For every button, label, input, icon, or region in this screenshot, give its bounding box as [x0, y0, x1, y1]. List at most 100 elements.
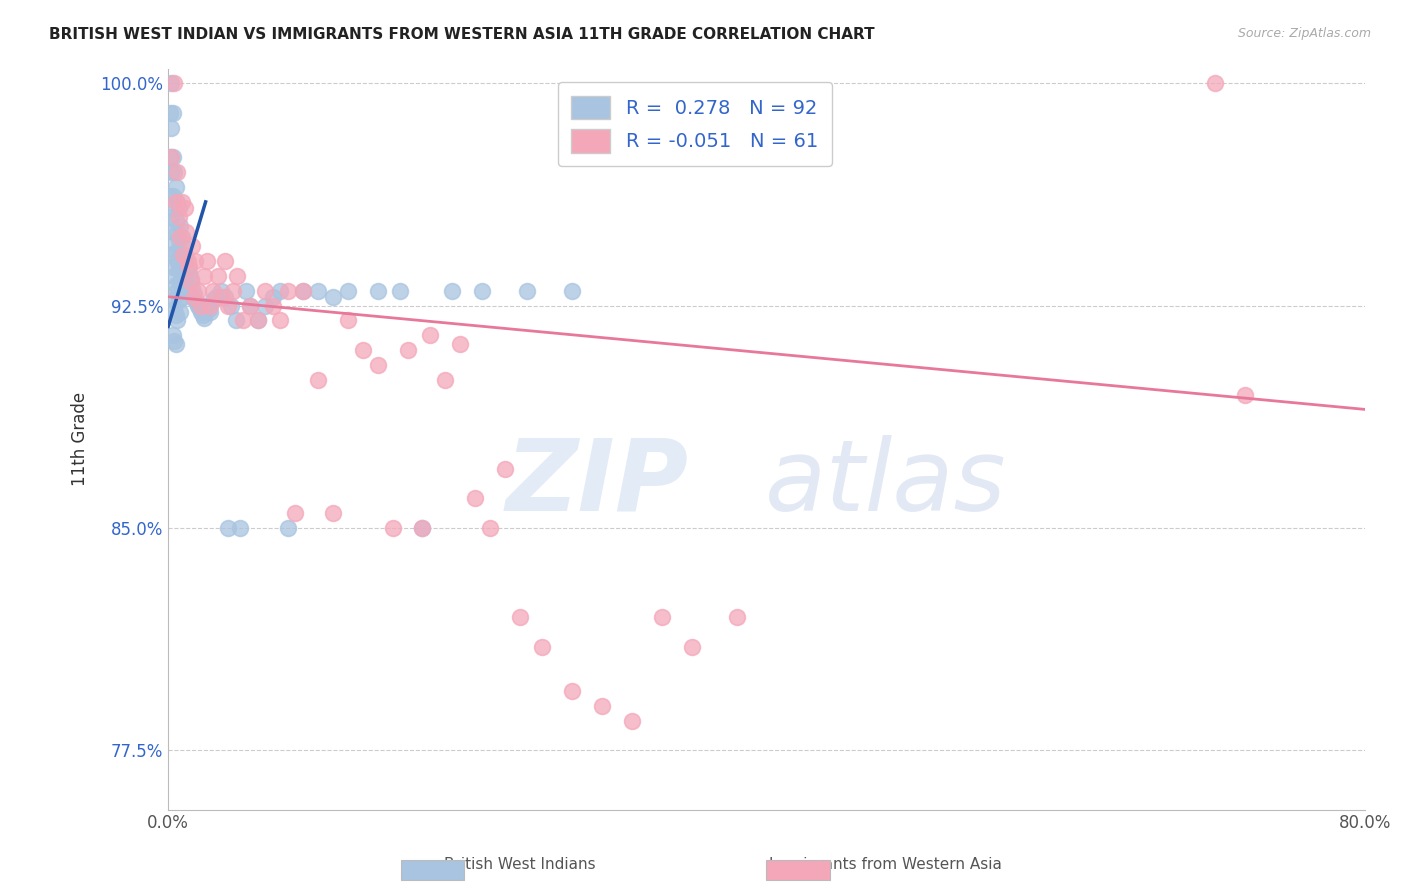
Point [254, 299, 277, 313]
Point [284, 506, 307, 520]
Point [176, 260, 198, 274]
Point [471, 284, 494, 298]
Text: ZIP: ZIP [506, 435, 689, 532]
Point [277, 521, 299, 535]
Point [159, 189, 181, 203]
Point [217, 521, 239, 535]
Text: Immigrants from Western Asia: Immigrants from Western Asia [769, 857, 1002, 872]
Point [291, 284, 314, 298]
Point [159, 151, 181, 165]
Point [226, 268, 249, 283]
Point [170, 284, 193, 298]
Point [166, 194, 188, 209]
Point [214, 254, 236, 268]
Point [494, 461, 516, 475]
Point [269, 313, 291, 327]
Point [509, 610, 531, 624]
Point [163, 201, 186, 215]
Point [172, 248, 194, 262]
Point [163, 76, 186, 90]
Point [183, 286, 205, 301]
Point [165, 308, 187, 322]
Point [167, 210, 190, 224]
Point [225, 313, 247, 327]
Point [396, 343, 419, 357]
Point [262, 299, 284, 313]
Point [187, 299, 209, 313]
Text: British West Indians: British West Indians [444, 857, 596, 872]
Point [464, 491, 486, 506]
Point [433, 373, 456, 387]
Point [179, 266, 201, 280]
Point [352, 343, 374, 357]
Point [169, 219, 191, 233]
Point [191, 308, 214, 322]
Point [246, 313, 269, 327]
Point [169, 230, 191, 244]
Point [205, 290, 228, 304]
Point [725, 610, 748, 624]
Point [190, 304, 212, 318]
Point [186, 295, 208, 310]
Point [591, 698, 613, 713]
Point [160, 165, 183, 179]
Text: BRITISH WEST INDIAN VS IMMIGRANTS FROM WESTERN ASIA 11TH GRADE CORRELATION CHART: BRITISH WEST INDIAN VS IMMIGRANTS FROM W… [49, 27, 875, 42]
Point [160, 248, 183, 262]
Point [561, 684, 583, 698]
Point [441, 284, 464, 298]
Point [219, 299, 242, 313]
Point [193, 268, 215, 283]
Point [173, 272, 195, 286]
Point [165, 180, 187, 194]
Point [307, 373, 329, 387]
Point [170, 230, 193, 244]
Point [367, 284, 389, 298]
Point [381, 521, 404, 535]
Point [163, 268, 186, 283]
Point [160, 210, 183, 224]
Point [184, 254, 207, 268]
Point [166, 225, 188, 239]
Point [336, 284, 359, 298]
Text: Source: ZipAtlas.com: Source: ZipAtlas.com [1237, 27, 1371, 40]
Point [531, 640, 554, 654]
Point [188, 301, 211, 316]
Point [239, 299, 262, 313]
Point [162, 106, 184, 120]
Legend: R =  0.278   N = 92, R = -0.051   N = 61: R = 0.278 N = 92, R = -0.051 N = 61 [558, 82, 832, 166]
Y-axis label: 11th Grade: 11th Grade [72, 392, 89, 486]
Point [165, 277, 187, 292]
Point [207, 268, 229, 283]
Point [235, 284, 257, 298]
Point [291, 284, 314, 298]
Point [169, 304, 191, 318]
Point [181, 239, 204, 253]
Point [173, 248, 195, 262]
Point [166, 254, 188, 268]
Point [1234, 387, 1257, 401]
Point [163, 334, 186, 349]
Point [165, 212, 187, 227]
Point [209, 284, 232, 298]
Point [167, 201, 190, 215]
Point [651, 610, 673, 624]
Point [516, 284, 538, 298]
Point [174, 225, 197, 239]
Point [170, 194, 193, 209]
Point [167, 263, 190, 277]
Point [269, 284, 291, 298]
Point [214, 290, 236, 304]
Point [367, 358, 389, 372]
Point [173, 201, 195, 215]
Point [322, 506, 344, 520]
Point [172, 290, 194, 304]
Point [159, 106, 181, 120]
Point [221, 284, 243, 298]
Point [162, 293, 184, 307]
Point [184, 293, 207, 307]
Point [198, 304, 221, 318]
Point [190, 299, 212, 313]
Point [179, 260, 201, 274]
Point [419, 328, 441, 343]
Point [162, 260, 184, 274]
